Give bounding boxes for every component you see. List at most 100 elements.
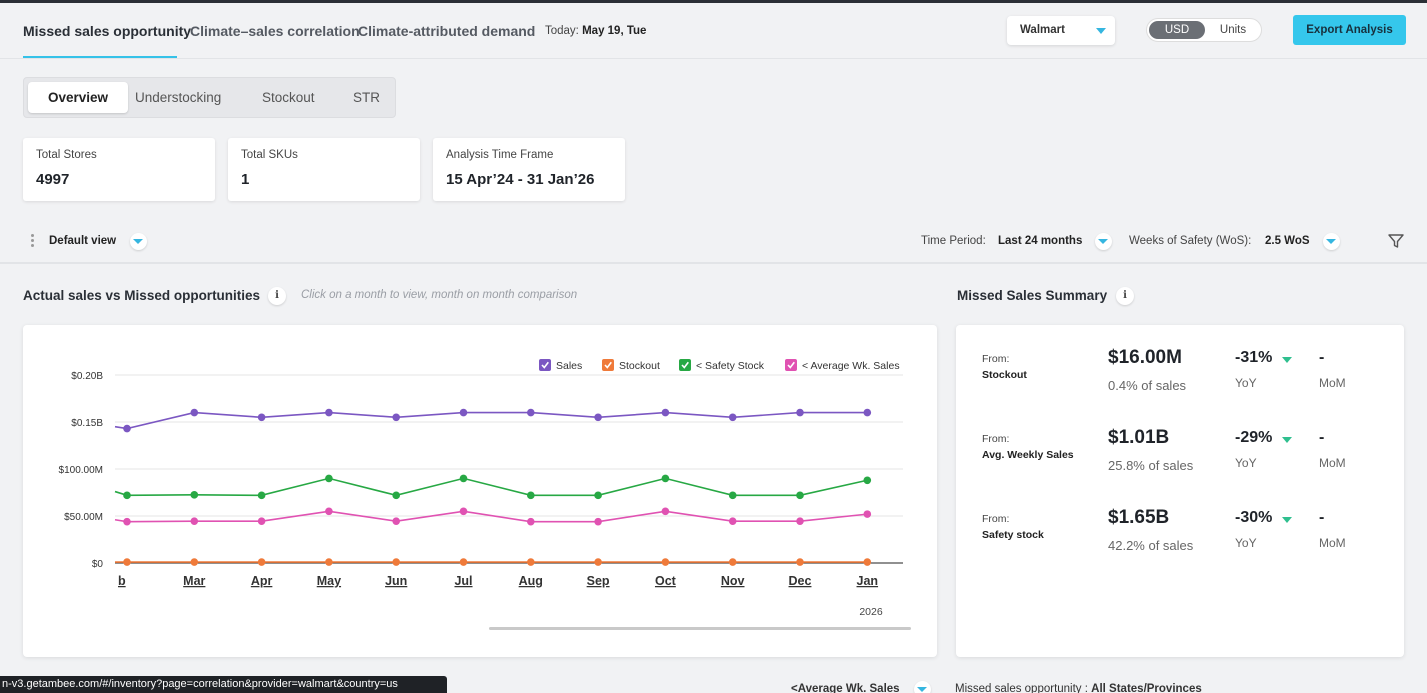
data-point [863, 558, 872, 566]
view-select[interactable]: Default view [49, 235, 117, 247]
filter-icon[interactable] [1387, 232, 1405, 250]
today-date: Today: May 19, Tue [545, 25, 646, 37]
series-dropdown-button[interactable] [914, 681, 931, 693]
missed-sales-summary-panel: From: Stockout $16.00M 0.4% of sales -31… [956, 325, 1404, 657]
share-of-sales: 25.8% of sales [1108, 458, 1194, 473]
data-point [863, 476, 872, 485]
check-icon [604, 361, 612, 369]
subtab-understocking[interactable]: Understocking [135, 90, 222, 105]
yoy-label: YoY [1235, 376, 1257, 390]
retailer-dropdown[interactable]: Walmart [1007, 16, 1115, 45]
data-point [527, 408, 535, 417]
data-point [325, 408, 333, 417]
source-label: Avg. Weekly Sales [982, 449, 1074, 461]
wos-value[interactable]: 2.5 WoS [1265, 235, 1310, 247]
tab-climate-sales-correlation[interactable]: Climate–sales correlation [190, 23, 360, 39]
data-point [863, 510, 872, 518]
time-period-dropdown-button[interactable] [1095, 233, 1112, 250]
time-period-value[interactable]: Last 24 months [998, 235, 1083, 247]
missed-opportunity-scope: Missed sales opportunity : All States/Pr… [955, 683, 1202, 693]
wos-label: Weeks of Safety (WoS): [1129, 235, 1252, 247]
card-label: Total Stores [36, 149, 97, 161]
x-tick-label: Jan [857, 574, 879, 588]
toggle-usd[interactable]: USD [1149, 21, 1205, 39]
data-point [325, 507, 333, 516]
data-point [257, 517, 266, 525]
subtab-str[interactable]: STR [353, 90, 380, 105]
yoy-label: YoY [1235, 456, 1257, 470]
x-year-label: 2026 [859, 606, 883, 618]
export-analysis-button[interactable]: Export Analysis [1293, 15, 1406, 45]
check-icon [541, 361, 549, 369]
y-tick-label: $0 [92, 559, 104, 570]
wos-dropdown-button[interactable] [1323, 233, 1340, 250]
legend-checkbox [602, 359, 614, 371]
share-of-sales: 0.4% of sales [1108, 378, 1187, 393]
data-point [728, 491, 737, 500]
chevron-down-icon [917, 687, 927, 692]
data-point [325, 474, 333, 483]
view-bar: Default view Time Period: Last 24 months… [0, 228, 1427, 256]
currency-units-toggle[interactable]: USD Units [1146, 18, 1262, 42]
data-point [527, 517, 535, 526]
missed-opportunity-value[interactable]: All States/Provinces [1091, 683, 1202, 693]
yoy-label: YoY [1235, 536, 1257, 550]
summary-row-safety-stock: From: Safety stock $1.65B 42.2% of sales… [956, 507, 1404, 593]
data-point [594, 491, 602, 500]
window-top-border [0, 0, 1427, 3]
retailer-value: Walmart [1020, 24, 1065, 36]
data-point [796, 491, 804, 500]
sales-chart[interactable]: $0 $50.00M $100.00M $0.15B $0.20B b Mar Apr May J… [23, 325, 937, 657]
trend-down-icon [1282, 437, 1292, 443]
legend-checkbox [539, 359, 551, 371]
from-label: From: [982, 513, 1010, 525]
data-point [325, 558, 333, 566]
tab-missed-sales[interactable]: Missed sales opportunity [23, 23, 192, 39]
view-dropdown-button[interactable] [130, 233, 147, 250]
mom-value: - [1319, 509, 1325, 526]
subtab-stockout[interactable]: Stockout [262, 90, 315, 105]
yoy-value: -29% [1235, 429, 1273, 446]
sales-chart-panel: $0 $50.00M $100.00M $0.15B $0.20B b Mar Apr May J… [23, 325, 937, 657]
legend-label: Sales [556, 360, 582, 372]
x-tick-label: Dec [789, 574, 812, 588]
summary-row-stockout: From: Stockout $16.00M 0.4% of sales -31… [956, 347, 1404, 433]
data-point [661, 408, 670, 417]
yoy-value: -30% [1235, 509, 1273, 526]
trend-down-icon [1282, 517, 1292, 523]
subtab-overview[interactable]: Overview [28, 82, 128, 113]
legend-checkbox [785, 359, 797, 371]
mom-label: MoM [1319, 456, 1346, 470]
data-point [459, 558, 468, 566]
x-tick-label: Jun [385, 574, 407, 588]
data-point [459, 408, 468, 417]
legend-checkbox [679, 359, 691, 371]
data-point [123, 424, 131, 433]
active-tab-underline [23, 56, 177, 58]
trend-down-icon [1282, 357, 1292, 363]
time-period-label: Time Period: [921, 235, 986, 247]
x-tick-label: May [317, 574, 341, 588]
data-point [661, 558, 670, 566]
from-label: From: [982, 353, 1010, 365]
info-icon[interactable]: i [1116, 287, 1134, 305]
toggle-units[interactable]: Units [1219, 24, 1247, 36]
chart-scrollbar [489, 627, 911, 630]
data-point [661, 474, 670, 483]
series-select[interactable]: <Average Wk. Sales [791, 683, 900, 693]
tab-climate-attributed-demand[interactable]: Climate-attributed demand [358, 23, 536, 39]
chevron-down-icon [133, 239, 143, 244]
summary-section-title: Missed Sales Summary [957, 288, 1108, 303]
drag-handle-icon[interactable] [31, 234, 34, 250]
x-tick-label: Apr [251, 574, 273, 588]
card-value: 4997 [36, 171, 70, 188]
share-of-sales: 42.2% of sales [1108, 538, 1194, 553]
data-point [728, 517, 737, 525]
data-point [190, 408, 199, 417]
card-analysis-time-frame: Analysis Time Frame 15 Apr’24 - 31 Jan’2… [433, 138, 625, 201]
info-icon[interactable]: i [268, 287, 286, 305]
y-tick-label: $50.00M [64, 512, 103, 523]
data-point [190, 491, 199, 499]
data-point [257, 558, 266, 566]
data-point [123, 517, 131, 526]
